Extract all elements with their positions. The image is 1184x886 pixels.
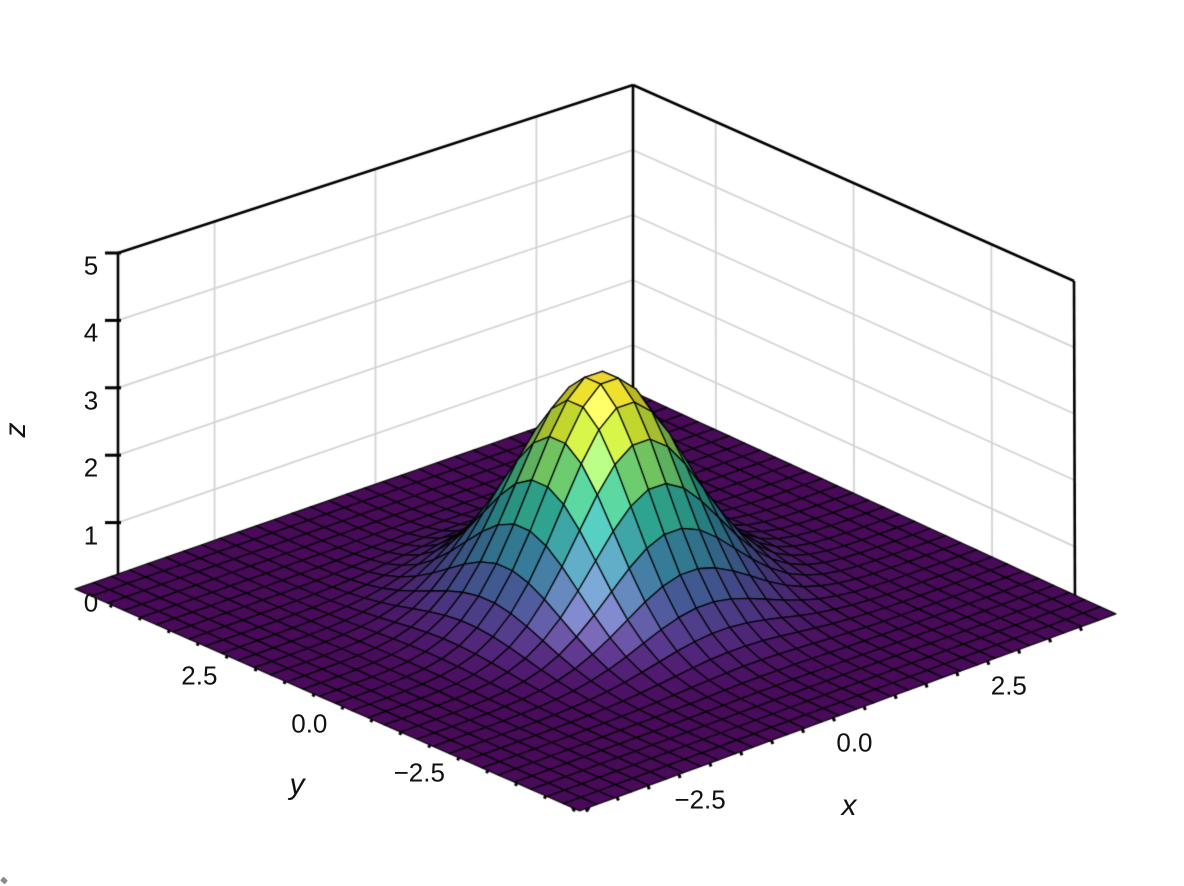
x-tick-label: 0.0 <box>836 727 873 758</box>
z-tick-label: 3 <box>83 385 99 416</box>
z-axis-label: z <box>0 422 32 438</box>
x-tick-label: 2.5 <box>990 670 1027 701</box>
z-tick-label: 1 <box>83 520 99 551</box>
z-tick-label: 5 <box>83 250 99 281</box>
z-tick-label: 0 <box>83 587 99 618</box>
z-tick-label: 2 <box>83 452 99 483</box>
y-axis-label: y <box>289 768 305 801</box>
z-tick-label: 4 <box>83 317 99 348</box>
y-tick-label: −2.5 <box>393 757 445 788</box>
y-tick-label: 0.0 <box>291 708 328 739</box>
y-tick-label: 2.5 <box>181 660 218 691</box>
x-tick-label: −2.5 <box>674 784 726 814</box>
x-axis-label: x <box>841 789 857 822</box>
